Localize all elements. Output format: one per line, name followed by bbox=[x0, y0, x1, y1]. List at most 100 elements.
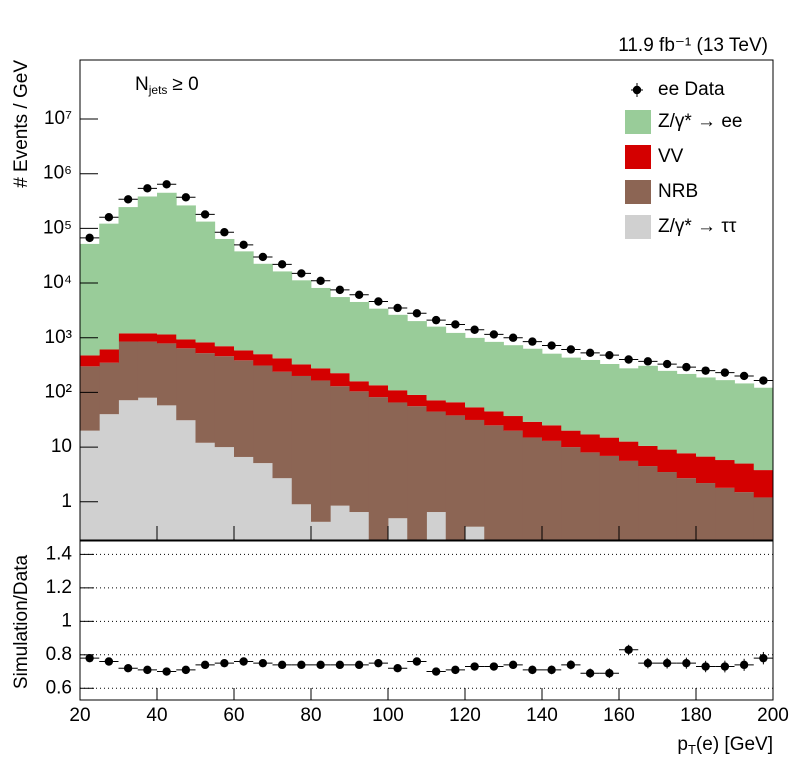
data-point bbox=[489, 330, 499, 339]
hist-bar bbox=[580, 452, 601, 540]
hist-bar bbox=[676, 373, 697, 454]
ratio-point bbox=[143, 665, 152, 675]
hist-bar bbox=[176, 420, 196, 540]
hist-bar bbox=[349, 381, 370, 392]
hist-bar bbox=[118, 400, 139, 540]
data-point bbox=[431, 315, 441, 325]
hist-bar bbox=[118, 333, 139, 342]
hist-bar bbox=[234, 350, 254, 361]
data-point bbox=[643, 357, 653, 366]
y-tick-label: 10⁴ bbox=[43, 272, 72, 293]
ratio-point bbox=[605, 669, 614, 678]
hist-bar bbox=[311, 521, 331, 540]
hist-bar bbox=[388, 518, 408, 540]
legend-label: VV bbox=[658, 146, 684, 167]
hist-bar bbox=[214, 346, 235, 357]
hist-bar bbox=[388, 390, 408, 403]
ratio-point bbox=[739, 660, 749, 670]
ratio-point bbox=[104, 657, 114, 666]
data-point bbox=[662, 359, 672, 369]
x-tick-label: 80 bbox=[300, 705, 321, 726]
ratio-point bbox=[393, 664, 402, 673]
hist-bar bbox=[330, 297, 350, 374]
hist-bar bbox=[80, 366, 100, 431]
hist-bar bbox=[696, 456, 716, 484]
hist-bar bbox=[561, 430, 581, 448]
hist-bar bbox=[657, 472, 678, 540]
hist-bar bbox=[195, 342, 216, 354]
legend-label: ee Data bbox=[658, 79, 725, 100]
annotation-main: N bbox=[135, 74, 149, 95]
hist-bar bbox=[253, 463, 273, 540]
hist-bar bbox=[388, 314, 408, 391]
ratio-point bbox=[412, 657, 422, 666]
hist-bar bbox=[368, 308, 389, 386]
data-point bbox=[239, 240, 248, 250]
hist-bar bbox=[638, 445, 658, 467]
data-point bbox=[162, 180, 171, 189]
y-tick-label: 10⁷ bbox=[44, 108, 72, 129]
data-point bbox=[297, 269, 306, 278]
data-point bbox=[85, 233, 94, 243]
hist-bar bbox=[599, 363, 620, 438]
legend-swatch bbox=[625, 145, 651, 169]
hist-bar bbox=[599, 455, 620, 540]
legend-label: NRB bbox=[658, 181, 698, 202]
x-tick-label: 20 bbox=[69, 705, 90, 726]
main-frame bbox=[79, 59, 774, 541]
hist-bar bbox=[696, 377, 716, 457]
ratio-point bbox=[85, 653, 94, 663]
hist-bar bbox=[137, 397, 158, 540]
data-point bbox=[508, 333, 518, 342]
data-point bbox=[258, 252, 268, 262]
legend-marker bbox=[632, 85, 642, 95]
annotation-rest: ≥ 0 bbox=[172, 74, 198, 95]
x-tick-label: 140 bbox=[526, 705, 558, 726]
hist-bar bbox=[503, 430, 524, 540]
ratio-point bbox=[431, 667, 441, 676]
x-tick-label: 40 bbox=[146, 705, 167, 726]
hist-bar bbox=[426, 326, 447, 401]
hist-bar bbox=[522, 348, 543, 422]
hist-bar bbox=[465, 526, 485, 540]
data-point bbox=[123, 195, 133, 204]
hist-bar bbox=[234, 360, 254, 457]
hist-bar bbox=[253, 365, 273, 464]
hist-bar bbox=[715, 487, 735, 540]
hist-bar bbox=[118, 207, 139, 334]
data-point bbox=[605, 350, 614, 360]
hist-bar bbox=[272, 358, 293, 372]
y-tick-label: 1 bbox=[61, 491, 72, 512]
hist-bar bbox=[407, 406, 427, 540]
hist-bar bbox=[311, 287, 331, 369]
hist-bar bbox=[561, 357, 581, 431]
ratio-point bbox=[335, 660, 345, 670]
hist-bar bbox=[253, 263, 273, 355]
annotation: Njets ≥ 0 bbox=[135, 74, 199, 97]
hist-bar bbox=[715, 460, 735, 488]
hist-bar bbox=[137, 341, 158, 398]
x-tick-label: 160 bbox=[603, 705, 635, 726]
hist-bar bbox=[80, 430, 100, 540]
x-tick-label: 120 bbox=[449, 705, 481, 726]
hist-bar bbox=[195, 221, 216, 343]
legend-swatch bbox=[625, 215, 651, 239]
hist-bar bbox=[465, 419, 485, 527]
ratio-point bbox=[585, 669, 595, 678]
hist-bar bbox=[291, 504, 312, 540]
hist-bar bbox=[291, 375, 312, 505]
legend-label: Z/γ* → ττ bbox=[658, 216, 737, 237]
hist-bar bbox=[272, 271, 293, 359]
hist-bar bbox=[330, 386, 350, 506]
hist-bar bbox=[234, 251, 254, 351]
hist-bar bbox=[157, 405, 177, 540]
data-point bbox=[528, 337, 537, 346]
ratio-point bbox=[720, 662, 730, 671]
data-point bbox=[585, 348, 595, 358]
data-point bbox=[181, 193, 191, 202]
hist-bar bbox=[676, 478, 697, 540]
hist-bar bbox=[407, 394, 427, 407]
hist-bar bbox=[157, 192, 177, 335]
hist-bar bbox=[580, 434, 601, 453]
